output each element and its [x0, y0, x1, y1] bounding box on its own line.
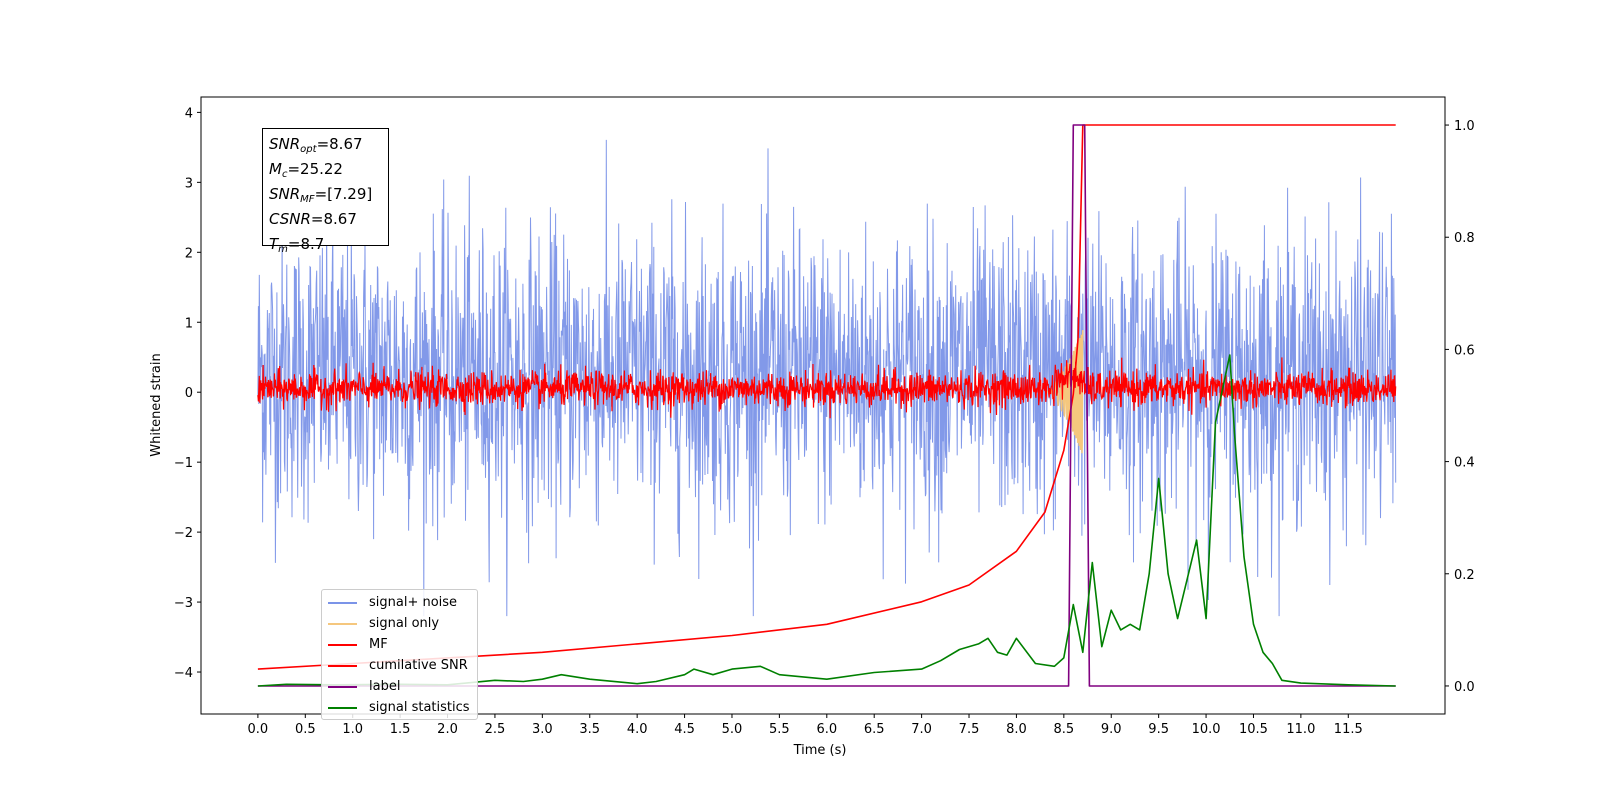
legend-swatch: [328, 622, 357, 625]
legend-item-mf: MF: [328, 634, 477, 655]
x-tick-label: 11.5: [1334, 722, 1363, 737]
y-right-tick-label: 0.8: [1454, 231, 1475, 246]
annotation-chirp-mass: Mc=25.22: [269, 160, 343, 180]
legend-item-signal-only: signal only: [328, 613, 477, 634]
annotation-snr-mf: SNRMF=[7.29]: [269, 185, 373, 205]
y-right-tick-label: 0.0: [1454, 680, 1475, 695]
legend-label: signal+ noise: [369, 595, 458, 610]
series-signal-noise: [257, 139, 1397, 617]
y-left-tick-label: −2: [174, 526, 193, 541]
legend-item-signal-noise: signal+ noise: [328, 592, 477, 613]
x-tick-label: 0.5: [295, 722, 316, 737]
legend-swatch: [328, 601, 357, 604]
x-tick-label: 7.0: [911, 722, 932, 737]
legend-swatch: [328, 643, 357, 646]
x-tick-label: 3.5: [579, 722, 600, 737]
x-tick-label: 10.5: [1239, 722, 1268, 737]
chart-legend: signal+ noise signal only MF cumilative …: [321, 589, 478, 720]
series-label: [257, 124, 1396, 687]
legend-swatch: [328, 685, 357, 688]
x-tick-label: 4.5: [674, 722, 695, 737]
series-signal-statistics: [257, 354, 1396, 687]
legend-label: label: [369, 679, 401, 694]
x-tick-label: 0.0: [248, 722, 269, 737]
y-left-tick-label: 3: [185, 176, 193, 191]
annotation-snr-opt: SNRopt=8.67: [269, 135, 363, 155]
x-tick-label: 5.5: [769, 722, 790, 737]
x-tick-label: 6.0: [816, 722, 837, 737]
x-tick-label: 1.5: [390, 722, 411, 737]
legend-swatch: [328, 706, 357, 709]
x-tick-label: 7.5: [959, 722, 980, 737]
annotation-csnr: CSNR=8.67: [269, 210, 357, 228]
y-left-tick-label: 1: [185, 316, 193, 331]
legend-label: signal only: [369, 616, 440, 631]
y-right-tick-label: 0.6: [1454, 343, 1475, 358]
legend-label: MF: [369, 637, 388, 652]
y-left-tick-label: −4: [174, 666, 193, 681]
x-tick-label: 8.5: [1053, 722, 1074, 737]
x-tick-label: 6.5: [864, 722, 885, 737]
x-tick-label: 11.0: [1286, 722, 1315, 737]
x-tick-label: 4.0: [627, 722, 648, 737]
y-right-tick-label: 0.4: [1454, 456, 1475, 471]
series-cumulative-snr: [257, 124, 1396, 670]
x-tick-label: 3.0: [532, 722, 553, 737]
x-tick-label: 5.0: [722, 722, 743, 737]
y-right-tick-label: 0.2: [1454, 568, 1475, 583]
x-tick-label: 9.5: [1148, 722, 1169, 737]
x-tick-label: 2.0: [437, 722, 458, 737]
legend-item-cumulative-snr: cumilative SNR: [328, 655, 477, 676]
x-axis-label: Time (s): [793, 743, 847, 758]
plot-frame: [200, 96, 1446, 715]
y-left-tick-label: 2: [185, 246, 193, 261]
series-mf: [257, 357, 1397, 419]
y-left-tick-label: −3: [174, 596, 193, 611]
x-tick-label: 2.5: [485, 722, 506, 737]
legend-label: signal statistics: [369, 700, 470, 715]
x-tick-label: 8.0: [1006, 722, 1027, 737]
annotation-tm: Tm=8.7: [269, 235, 325, 255]
legend-swatch: [328, 664, 357, 667]
x-tick-label: 1.0: [342, 722, 363, 737]
legend-label: cumilative SNR: [369, 658, 468, 673]
y-left-tick-label: 4: [185, 106, 193, 121]
legend-item-label: label: [328, 676, 477, 697]
y-right-tick-label: 1.0: [1454, 119, 1475, 134]
x-tick-label: 10.0: [1192, 722, 1221, 737]
x-tick-label: 9.0: [1101, 722, 1122, 737]
y-left-tick-label: 0: [185, 386, 193, 401]
legend-item-signal-statistics: signal statistics: [328, 697, 477, 718]
snr-annotation-box: SNRopt=8.67 Mc=25.22 SNRMF=[7.29] CSNR=8…: [262, 128, 389, 255]
y-left-tick-label: −1: [174, 456, 193, 471]
y-axis-label: Whitened strain: [149, 353, 164, 456]
